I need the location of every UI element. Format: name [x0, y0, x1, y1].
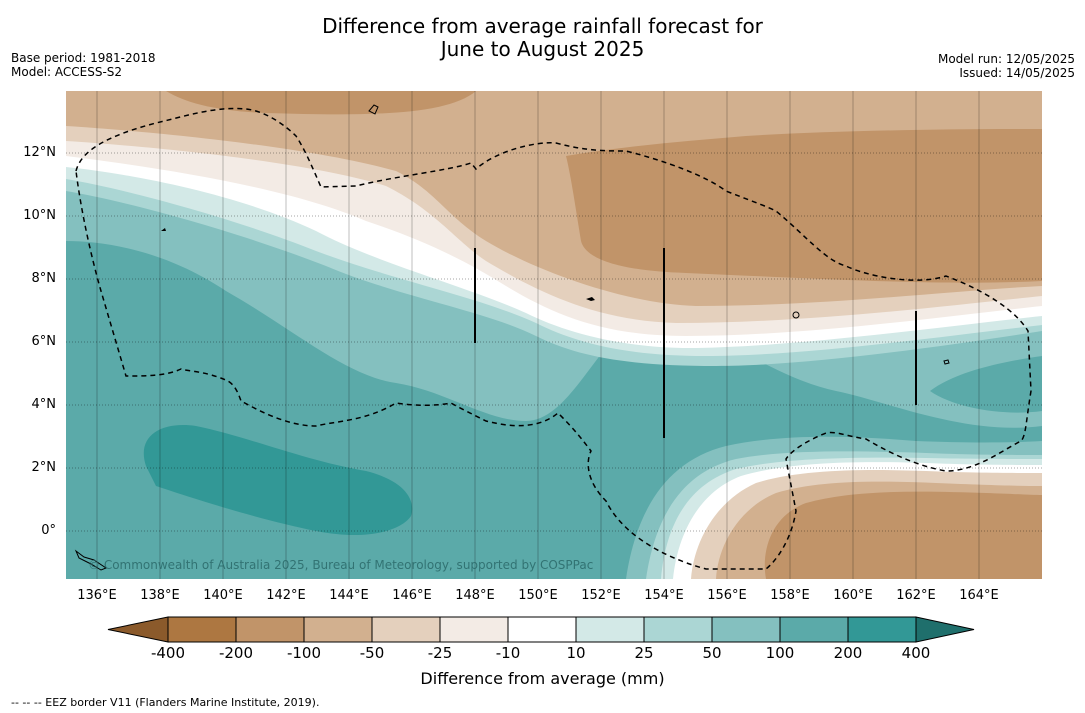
lon-tick: 152°E [581, 588, 621, 603]
map-title-line2: June to August 2025 [440, 37, 645, 61]
island-shape [586, 297, 595, 301]
colorbar-swatch [303, 616, 373, 643]
colorbar-swatch [507, 616, 577, 643]
lat-tick: 6°N [31, 334, 57, 349]
copyright-notice: © Commonwealth of Australia 2025, Bureau… [88, 558, 594, 572]
colorbar [107, 616, 975, 643]
lon-tick: 148°E [455, 588, 495, 603]
lon-tick: 164°E [959, 588, 999, 603]
colorbar-label: 400 [901, 644, 931, 662]
colorbar-swatch [711, 616, 781, 643]
lon-tick: 154°E [644, 588, 684, 603]
lon-tick: 140°E [203, 588, 243, 603]
wet-core-200-400 [143, 425, 413, 536]
lon-tick: 136°E [77, 588, 117, 603]
colorbar-label: 200 [833, 644, 863, 662]
lat-tick: 8°N [31, 271, 57, 286]
colorbar-swatch [371, 616, 441, 643]
colorbar-label: 100 [765, 644, 795, 662]
colorbar-label: -100 [286, 644, 322, 662]
model-run: Model run: 12/05/2025 [937, 52, 1075, 66]
colorbar-label: -10 [495, 644, 521, 662]
colorbar-swatch [847, 616, 917, 643]
lat-tick: 2°N [31, 460, 57, 475]
island-shape [368, 104, 379, 115]
colorbar-swatch [439, 616, 509, 643]
island-shape [792, 311, 800, 319]
colorbar-label: 10 [566, 644, 586, 662]
colorbar-label: 25 [634, 644, 654, 662]
lon-tick: 158°E [770, 588, 810, 603]
colorbar-swatch [643, 616, 713, 643]
south-band-minus100-200 [764, 491, 1042, 579]
lon-tick: 146°E [392, 588, 432, 603]
eez-legend-note: -- -- -- EEZ border V11 (Flanders Marine… [11, 696, 320, 709]
island-shape [943, 359, 950, 365]
base-period: Base period: 1981-2018 [11, 51, 156, 65]
east-patch-100-200 [930, 356, 1042, 413]
map-svg [66, 91, 1042, 579]
colorbar-label: -400 [150, 644, 186, 662]
colorbar-extend-low [107, 616, 169, 643]
rainfall-map [66, 91, 1042, 579]
patch-minus100-200-top [166, 91, 476, 115]
lon-tick: 138°E [140, 588, 180, 603]
model-name: Model: ACCESS-S2 [11, 65, 123, 79]
lat-tick: 12°N [23, 145, 56, 160]
colorbar-label: -200 [218, 644, 254, 662]
patch-minus100-200-north [566, 129, 1042, 283]
colorbar-title: Difference from average (mm) [420, 669, 665, 688]
island-shape [161, 228, 166, 231]
island-shape [74, 549, 108, 571]
lon-tick: 142°E [266, 588, 306, 603]
colorbar-swatch [235, 616, 305, 643]
colorbar-swatch [167, 616, 237, 643]
colorbar-label: -50 [359, 644, 385, 662]
lon-tick: 144°E [329, 588, 369, 603]
lat-tick: 10°N [23, 208, 56, 223]
map-title-line1: Difference from average rainfall forecas… [322, 14, 763, 38]
colorbar-label: 50 [702, 644, 722, 662]
colorbar-extend-high [915, 616, 975, 643]
eez-border-line [75, 107, 1032, 570]
colorbar-swatch [575, 616, 645, 643]
lat-tick: 4°N [31, 397, 57, 412]
graticule [96, 91, 980, 579]
lat-tick: 0° [41, 523, 56, 538]
lon-tick: 156°E [707, 588, 747, 603]
lon-tick: 150°E [518, 588, 558, 603]
lat-graticule [66, 152, 1042, 532]
lon-tick: 162°E [896, 588, 936, 603]
issued-date: Issued: 14/05/2025 [959, 66, 1075, 80]
colorbar-swatch [779, 616, 849, 643]
lon-tick: 160°E [833, 588, 873, 603]
colorbar-label: -25 [427, 644, 453, 662]
